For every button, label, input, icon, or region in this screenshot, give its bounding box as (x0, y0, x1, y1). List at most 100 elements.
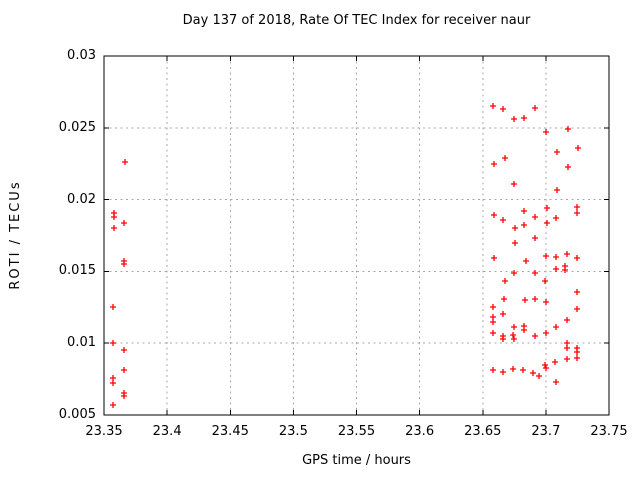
data-point (511, 336, 517, 342)
y-tick-label: 0.03 (67, 48, 96, 63)
data-point (532, 105, 538, 111)
data-point (490, 319, 496, 325)
x-tick-label: 23.65 (464, 424, 502, 439)
data-point (564, 345, 570, 351)
data-point (574, 355, 580, 361)
x-tick-label: 23.35 (85, 424, 123, 439)
data-point (511, 270, 517, 276)
data-point (543, 330, 549, 336)
data-point (500, 217, 506, 223)
data-point (544, 220, 550, 226)
data-point (532, 214, 538, 220)
data-point (121, 393, 127, 399)
data-point (553, 254, 559, 260)
data-point (574, 204, 580, 210)
data-point (511, 116, 517, 122)
data-point (544, 205, 550, 211)
data-point (565, 164, 571, 170)
y-tick-label: 0.015 (58, 263, 96, 279)
data-point (554, 187, 560, 193)
data-point (521, 115, 527, 121)
x-tick-label: 23.5 (278, 424, 308, 439)
data-point (553, 215, 559, 221)
data-point (110, 402, 116, 408)
data-point (532, 296, 538, 302)
data-point (511, 324, 517, 330)
data-point (521, 327, 527, 333)
x-tick-label: 23.6 (405, 424, 435, 439)
chart-title: Day 137 of 2018, Rate Of TEC Index for r… (182, 13, 531, 28)
data-point (111, 214, 117, 220)
data-point (532, 270, 538, 276)
data-point (543, 253, 549, 259)
data-point (552, 359, 558, 365)
data-point (554, 149, 560, 155)
data-point (500, 311, 506, 317)
data-point (543, 365, 549, 371)
data-point (490, 330, 496, 336)
x-tick-label: 23.55 (337, 424, 376, 439)
data-point (121, 261, 127, 267)
x-tick-label: 23.45 (211, 424, 249, 439)
data-point (564, 251, 570, 257)
data-point (553, 324, 559, 330)
data-point (111, 225, 117, 231)
data-point (574, 306, 580, 312)
data-point (121, 347, 127, 353)
data-point (553, 266, 559, 272)
x-tick-label: 23.75 (590, 424, 628, 439)
data-point (564, 317, 570, 323)
data-point (121, 367, 127, 373)
data-point (574, 210, 580, 216)
x-axis-title: GPS time / hours (302, 453, 411, 468)
data-point (521, 222, 527, 228)
data-point (110, 380, 116, 386)
data-point (122, 159, 128, 165)
data-point (502, 278, 508, 284)
data-point (574, 255, 580, 261)
data-point (490, 367, 496, 373)
data-point (523, 258, 529, 264)
data-point (575, 145, 581, 151)
y-tick-label: 0.01 (67, 335, 96, 351)
data-point (574, 289, 580, 295)
data-point (500, 369, 506, 375)
x-tick-label: 23.7 (531, 424, 561, 439)
y-tick-label: 0.025 (58, 119, 96, 135)
data-point (564, 356, 570, 362)
data-point (110, 304, 116, 310)
y-tick-label: 0.005 (58, 407, 96, 422)
data-point (553, 379, 559, 385)
data-point (512, 225, 518, 231)
data-point (500, 106, 506, 112)
y-tick-label: 0.02 (67, 191, 96, 207)
data-point (520, 367, 526, 373)
data-point (511, 181, 517, 187)
data-point (536, 373, 542, 379)
plot-border (103, 55, 610, 416)
data-point (532, 235, 538, 241)
data-point (542, 362, 548, 368)
data-point (530, 370, 536, 376)
data-point (121, 220, 127, 226)
data-point (565, 126, 571, 132)
data-point (110, 340, 116, 346)
data-point (522, 297, 528, 303)
data-point (490, 304, 496, 310)
data-point (510, 332, 516, 338)
data-point (500, 336, 506, 342)
data-point (532, 333, 538, 339)
x-tick-label: 23.4 (152, 424, 182, 439)
data-point (491, 212, 497, 218)
data-point (491, 255, 497, 261)
data-point (543, 129, 549, 135)
data-point (510, 366, 516, 372)
data-point (490, 103, 496, 109)
data-point (542, 278, 548, 284)
data-point (562, 267, 568, 273)
data-point (501, 296, 507, 302)
data-point (512, 240, 518, 246)
data-point (502, 155, 508, 161)
